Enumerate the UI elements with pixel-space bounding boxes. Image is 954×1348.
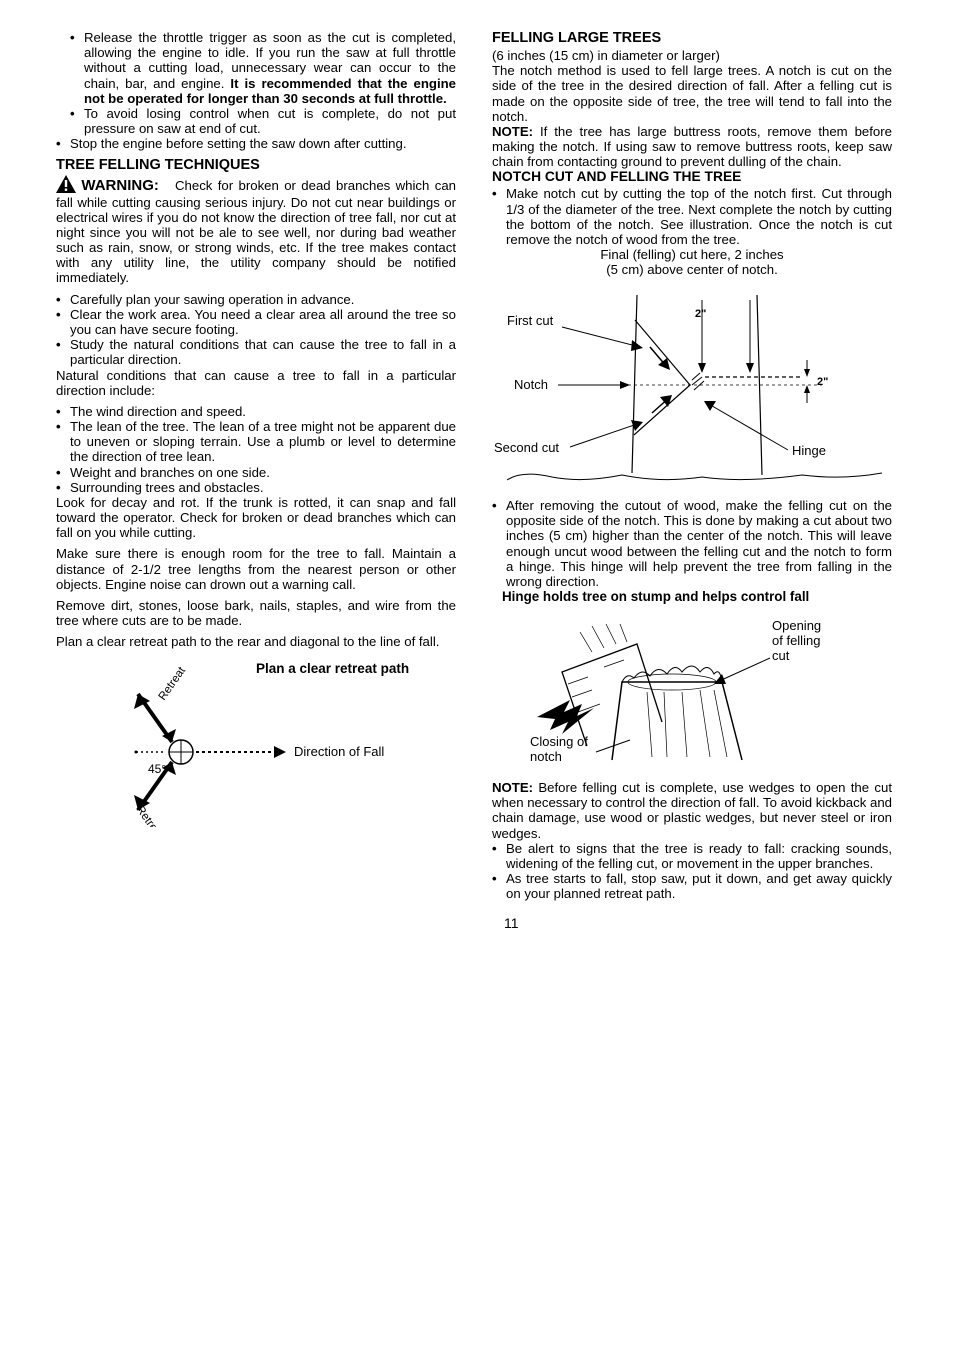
svg-text:2": 2" [817,376,828,388]
sub-caption: (6 inches (15 cm) in diameter or larger) [492,48,892,63]
diagram-title: Plan a clear retreat path [256,661,409,676]
svg-text:2": 2" [695,308,706,320]
list-item: Stop the engine before setting the saw d… [56,136,456,151]
list-item: Make notch cut by cutting the top of the… [492,186,892,247]
note2-paragraph: NOTE: Before felling cut is complete, us… [492,780,892,841]
fig1-caption-line2: (5 cm) above center of notch. [492,262,892,277]
svg-text:First cut: First cut [507,313,554,328]
right-column: FELLING LARGE TREES (6 inches (15 cm) in… [492,30,892,931]
conditions-list: The wind direction and speed. The lean o… [56,404,456,495]
body-text: If the tree has large buttress roots, re… [492,124,892,169]
warning-paragraph: WARNING: Check for broken or dead branch… [56,175,456,285]
room-paragraph: Make sure there is enough room for the t… [56,546,456,592]
svg-text:notch: notch [530,749,562,764]
body-text: Before felling cut is complete, use wedg… [492,780,892,841]
svg-text:45°: 45° [148,762,166,776]
notch-diagram: 2" 2" First cut Notch Second cut [492,285,892,490]
decay-paragraph: Look for decay and rot. If the trunk is … [56,495,456,541]
page-number: 11 [504,915,892,931]
note1-paragraph: NOTE: If the tree has large buttress roo… [492,124,892,170]
list-item: To avoid losing control when cut is comp… [56,106,456,136]
list-item: Clear the work area. You need a clear ar… [56,307,456,337]
stump-diagram: Opening of felling cut Closing of notch [492,612,892,772]
list-item: Release the throttle trigger as soon as … [56,30,456,106]
stump-svg: Opening of felling cut Closing of notch [492,612,892,767]
list-item: Study the natural conditions that can ca… [56,337,456,367]
list-item: Carefully plan your sawing operation in … [56,292,456,307]
svg-text:of felling: of felling [772,633,820,648]
retreat-svg: Plan a clear retreat path [56,657,456,827]
fig1-caption-line1: Final (felling) cut here, 2 inches [492,247,892,262]
natural-conditions-intro: Natural conditions that can cause a tree… [56,368,456,398]
stop-engine-list: Stop the engine before setting the saw d… [56,136,456,151]
svg-text:Opening: Opening [772,618,821,633]
warning-icon [56,175,76,193]
svg-text:cut: cut [772,648,790,663]
felling-heading: FELLING LARGE TREES [492,30,892,46]
notch-bullet-list: Make notch cut by cutting the top of the… [492,186,892,247]
hinge-caption: Hinge holds tree on stump and helps cont… [492,589,892,604]
left-column: Release the throttle trigger as soon as … [56,30,456,931]
list-item: Weight and branches on one side. [56,465,456,480]
remove-paragraph: Remove dirt, stones, loose bark, nails, … [56,598,456,628]
list-item: The lean of the tree. The lean of a tree… [56,419,456,465]
body-text: Check for broken or dead branches which … [56,178,456,285]
warning-label: WARNING: [81,177,159,194]
svg-text:Closing of: Closing of [530,734,588,749]
notch-svg: 2" 2" First cut Notch Second cut [492,285,892,485]
notch-method-para: The notch method is used to fell large t… [492,63,892,124]
svg-text:Hinge: Hinge [792,443,826,458]
list-item: After removing the cutout of wood, make … [492,498,892,589]
svg-text:Retreat: Retreat [134,804,166,827]
final-bullets: Be alert to signs that the tree is ready… [492,841,892,902]
svg-text:Notch: Notch [514,377,548,392]
plan-paragraph: Plan a clear retreat path to the rear an… [56,634,456,649]
svg-text:Direction of Fall: Direction of Fall [294,744,384,759]
list-item: Be alert to signs that the tree is ready… [492,841,892,871]
svg-text:Retreat: Retreat [157,665,189,703]
svg-text:Second cut: Second cut [494,440,559,455]
list-item: Surrounding trees and obstacles. [56,480,456,495]
note-label: NOTE: [492,124,533,139]
list-item: As tree starts to fall, stop saw, put it… [492,871,892,901]
list-item: The wind direction and speed. [56,404,456,419]
release-list: Release the throttle trigger as soon as … [56,30,456,136]
retreat-diagram: Plan a clear retreat path [56,657,456,827]
notch-cut-heading: NOTCH CUT AND FELLING THE TREE [492,169,892,184]
after-removing-list: After removing the cutout of wood, make … [492,498,892,589]
plan-list: Carefully plan your sawing operation in … [56,292,456,368]
note-label: NOTE: [492,780,533,795]
page-content: Release the throttle trigger as soon as … [0,0,954,961]
tree-felling-heading: TREE FELLING TECHNIQUES [56,157,456,173]
